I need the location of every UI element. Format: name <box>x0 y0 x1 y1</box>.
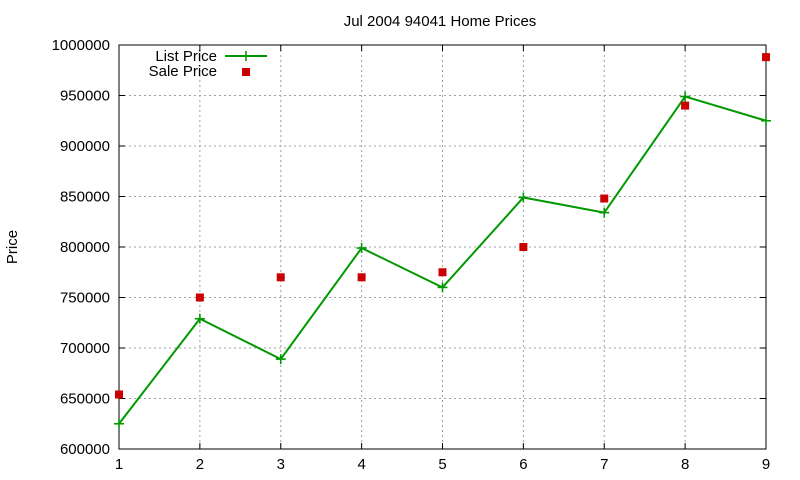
legend-label-sale-price: Sale Price <box>149 63 217 80</box>
list-price-point <box>275 354 286 365</box>
legend-symbol-list-price <box>225 51 267 61</box>
y-tick-label: 950000 <box>60 88 110 105</box>
legend-symbol-sale-price <box>242 68 250 76</box>
y-tick-label: 850000 <box>60 189 110 206</box>
y-tick-label: 750000 <box>60 290 110 307</box>
x-tick-label: 4 <box>357 456 365 473</box>
tick-layer: 600000 650000 700000 750000 800000 850000 9000… <box>52 37 771 473</box>
x-tick-label: 3 <box>277 456 285 473</box>
legend: List Price Sale Price <box>149 48 267 80</box>
sale-price-point <box>357 273 366 282</box>
list-price-point <box>194 313 205 324</box>
x-tick-label: 5 <box>438 456 446 473</box>
sale-price-point <box>600 194 609 203</box>
y-tick-label: 700000 <box>60 340 110 357</box>
list-price-point <box>114 418 124 429</box>
sale-price-point <box>762 53 770 62</box>
sale-price-point <box>519 243 528 251</box>
legend-square-marker <box>242 68 250 76</box>
sale-price-point <box>438 268 447 277</box>
list-price-point <box>356 243 367 254</box>
y-tick-label: 650000 <box>60 391 110 408</box>
y-tick-label: 900000 <box>60 138 110 155</box>
x-tick-label: 8 <box>681 456 689 473</box>
x-tick-label: 2 <box>196 456 204 473</box>
y-axis-label: Price <box>4 230 21 264</box>
x-tick-label: 6 <box>519 456 527 473</box>
series-layer <box>114 53 771 429</box>
sale-price-point <box>276 273 285 282</box>
chart-title: Jul 2004 94041 Home Prices <box>344 13 537 30</box>
legend-plus-marker <box>241 51 251 61</box>
x-tick-label: 7 <box>600 456 608 473</box>
y-tick-label: 800000 <box>60 239 110 256</box>
sale-price-point <box>681 101 690 110</box>
list-price-point <box>599 207 610 218</box>
list-price-point <box>680 91 691 102</box>
list-price-point <box>437 282 448 293</box>
x-tick-label: 1 <box>115 456 123 473</box>
y-tick-label: 600000 <box>60 441 110 458</box>
sale-price-point <box>195 293 204 302</box>
y-tick-label: 1000000 <box>52 37 110 54</box>
list-price-point <box>761 115 771 126</box>
x-tick-label: 9 <box>762 456 770 473</box>
list-price-point <box>518 192 529 203</box>
legend-label-list-price: List Price <box>155 48 217 65</box>
sale-price-point <box>115 390 123 399</box>
grid-layer <box>119 45 766 449</box>
